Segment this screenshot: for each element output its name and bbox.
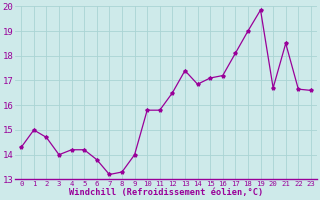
X-axis label: Windchill (Refroidissement éolien,°C): Windchill (Refroidissement éolien,°C) bbox=[69, 188, 263, 197]
